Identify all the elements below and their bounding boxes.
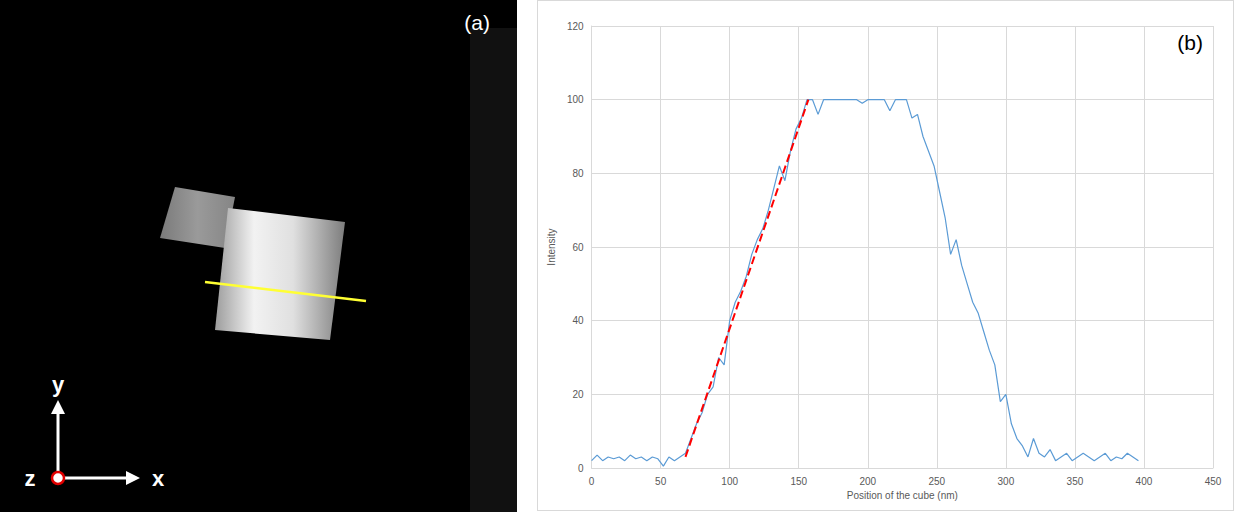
svg-text:60: 60 <box>572 242 584 253</box>
svg-text:80: 80 <box>572 168 584 179</box>
svg-text:100: 100 <box>721 476 738 487</box>
svg-text:20: 20 <box>572 389 584 400</box>
svg-text:150: 150 <box>790 476 807 487</box>
svg-text:y: y <box>52 372 65 397</box>
svg-text:(a): (a) <box>464 11 490 34</box>
svg-text:450: 450 <box>1205 476 1222 487</box>
svg-text:350: 350 <box>1067 476 1084 487</box>
svg-text:250: 250 <box>928 476 945 487</box>
svg-text:Position of the cube (nm): Position of the cube (nm) <box>847 490 958 501</box>
svg-text:x: x <box>152 466 165 491</box>
svg-text:120: 120 <box>567 21 584 32</box>
svg-text:0: 0 <box>589 476 595 487</box>
svg-text:100: 100 <box>567 94 584 105</box>
svg-text:Intensity: Intensity <box>546 228 557 265</box>
svg-text:0: 0 <box>578 463 584 474</box>
svg-text:300: 300 <box>998 476 1015 487</box>
svg-text:200: 200 <box>859 476 876 487</box>
html-text:(b): (b) <box>1177 31 1203 54</box>
svg-text:400: 400 <box>1136 476 1153 487</box>
svg-text:50: 50 <box>655 476 667 487</box>
svg-text:z: z <box>25 466 36 491</box>
svg-text:40: 40 <box>572 315 584 326</box>
